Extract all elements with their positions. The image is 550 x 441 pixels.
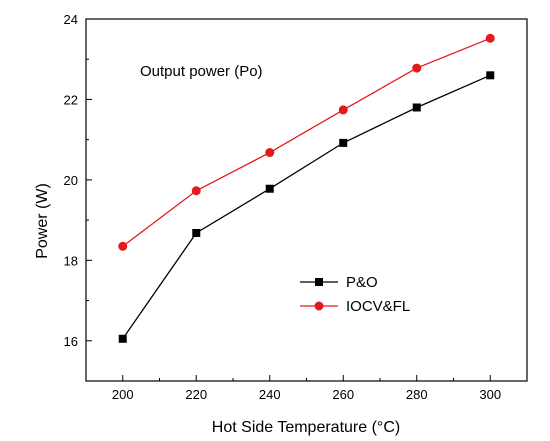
y-axis-title: Power (W) bbox=[34, 183, 51, 259]
data-point-po bbox=[412, 103, 421, 112]
y-tick-label: 20 bbox=[64, 173, 78, 188]
data-point-po bbox=[486, 71, 495, 80]
x-axis-title: Hot Side Temperature (°C) bbox=[212, 419, 400, 436]
data-point-po bbox=[339, 138, 348, 147]
x-tick-label: 240 bbox=[259, 387, 281, 402]
axis-ticks: 200 220 240 260 280 300 16 18 20 22 24 bbox=[64, 12, 528, 402]
annotation-label: Output power (Po) bbox=[140, 63, 263, 80]
legend-marker-po bbox=[315, 278, 323, 286]
data-point-iocvfl bbox=[485, 33, 495, 43]
data-point-iocvfl bbox=[118, 241, 128, 251]
data-point-po bbox=[265, 184, 274, 193]
data-point-po bbox=[192, 228, 201, 237]
data-point-po bbox=[118, 334, 127, 343]
data-point-iocvfl bbox=[412, 63, 422, 73]
x-tick-label: 300 bbox=[479, 387, 501, 402]
y-tick-label: 22 bbox=[64, 92, 78, 107]
y-tick-label: 16 bbox=[64, 334, 78, 349]
x-tick-label: 220 bbox=[185, 387, 207, 402]
legend-label-po: P&O bbox=[346, 274, 378, 291]
legend-label-iocvfl: IOCV&FL bbox=[346, 298, 410, 315]
legend: P&O IOCV&FL bbox=[300, 274, 410, 315]
x-tick-label: 280 bbox=[406, 387, 428, 402]
data-point-iocvfl bbox=[338, 105, 348, 115]
y-tick-label: 24 bbox=[64, 12, 78, 27]
y-tick-label: 18 bbox=[64, 253, 78, 268]
data-point-iocvfl bbox=[265, 148, 275, 158]
series-layer bbox=[118, 33, 495, 343]
legend-marker-iocvfl bbox=[314, 301, 324, 311]
series-line-iocvfl bbox=[122, 37, 491, 247]
x-tick-label: 260 bbox=[332, 387, 354, 402]
data-point-iocvfl bbox=[191, 186, 201, 196]
x-tick-label: 200 bbox=[112, 387, 134, 402]
series-line-po bbox=[122, 74, 491, 340]
